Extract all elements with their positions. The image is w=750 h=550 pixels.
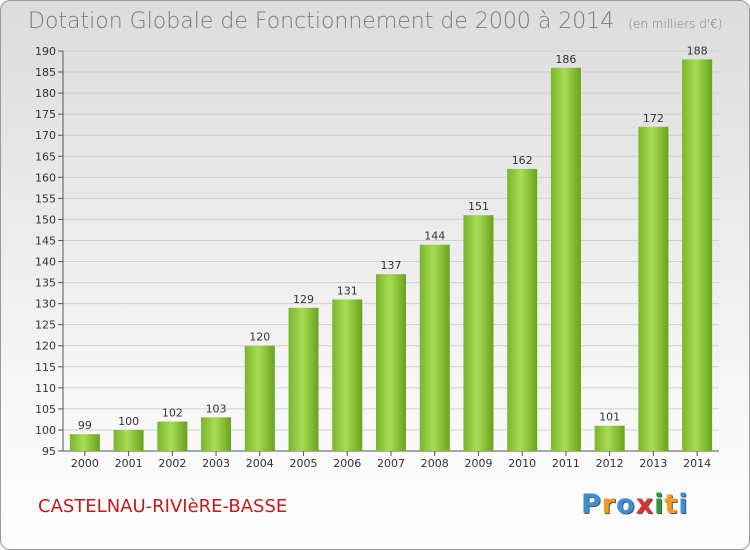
x-tick-label: 2000 bbox=[71, 457, 99, 470]
y-tick-label: 160 bbox=[35, 171, 56, 184]
y-tick-label: 150 bbox=[35, 213, 56, 226]
x-tick-label: 2014 bbox=[683, 457, 711, 470]
chart-title-text: Dotation Globale de Fonctionnement de 20… bbox=[28, 9, 615, 34]
y-tick-label: 140 bbox=[35, 256, 56, 269]
y-tick-label: 155 bbox=[35, 192, 56, 205]
x-tick-label: 2003 bbox=[202, 457, 230, 470]
logo-letter: t bbox=[664, 489, 679, 520]
bar bbox=[419, 244, 450, 451]
bar bbox=[288, 307, 319, 451]
y-tick-label: 105 bbox=[35, 403, 56, 416]
bar bbox=[157, 421, 188, 451]
x-tick-label: 2004 bbox=[246, 457, 274, 470]
bar bbox=[594, 425, 625, 451]
data-label: 103 bbox=[206, 402, 227, 415]
logo-letter: o bbox=[616, 489, 636, 520]
x-tick-label: 2010 bbox=[508, 457, 536, 470]
bar bbox=[550, 67, 581, 451]
data-label: 102 bbox=[162, 407, 183, 420]
y-tick-label: 185 bbox=[35, 66, 56, 79]
y-tick-label: 110 bbox=[35, 382, 56, 395]
bar bbox=[507, 168, 538, 452]
data-label: 144 bbox=[424, 230, 445, 243]
commune-name: CASTELNAU-RIVIèRE-BASSE bbox=[38, 496, 288, 517]
x-tick-label: 2001 bbox=[115, 457, 143, 470]
data-label: 100 bbox=[118, 415, 139, 428]
x-tick-label: 2013 bbox=[639, 457, 667, 470]
data-label: 120 bbox=[249, 331, 270, 344]
x-tick-label: 2005 bbox=[290, 457, 318, 470]
chart-title: Dotation Globale de Fonctionnement de 20… bbox=[28, 9, 722, 34]
bar bbox=[332, 299, 363, 451]
y-tick-label: 190 bbox=[35, 45, 56, 58]
data-label: 151 bbox=[468, 200, 489, 213]
axes: 95 100 105 110 115 120 125 130 135 140 145 150 155 16… bbox=[35, 45, 719, 470]
chart-subtitle: (en milliers d'€) bbox=[628, 17, 723, 31]
y-tick-label: 130 bbox=[35, 298, 56, 311]
y-tick-label: 115 bbox=[35, 361, 56, 374]
data-label: 99 bbox=[78, 419, 92, 432]
x-tick-label: 2007 bbox=[377, 457, 405, 470]
data-label: 172 bbox=[643, 112, 664, 125]
data-label: 129 bbox=[293, 293, 314, 306]
y-tick-label: 120 bbox=[35, 340, 56, 353]
x-tick-label: 2008 bbox=[421, 457, 449, 470]
y-tick-label: 180 bbox=[35, 87, 56, 100]
proxiti-logo: Proxiti bbox=[581, 489, 689, 520]
logo-letter: i bbox=[654, 489, 665, 520]
y-tick-label: 170 bbox=[35, 129, 56, 142]
bar bbox=[69, 434, 100, 451]
x-tick-label: 2009 bbox=[464, 457, 492, 470]
data-label: 188 bbox=[687, 44, 708, 57]
y-tick-label: 175 bbox=[35, 108, 56, 121]
bar bbox=[244, 345, 275, 451]
y-tick-label: 100 bbox=[35, 424, 56, 437]
x-tick-label: 2012 bbox=[596, 457, 624, 470]
bar bbox=[463, 215, 494, 451]
bar bbox=[638, 126, 669, 451]
data-label: 186 bbox=[555, 53, 576, 66]
x-tick-label: 2006 bbox=[333, 457, 361, 470]
y-tick-label: 165 bbox=[35, 150, 56, 163]
y-tick-label: 145 bbox=[35, 234, 56, 247]
logo-letter: x bbox=[635, 489, 655, 520]
labels: 99 100 102 103 120 129 131 137 144 151 162 186 101 17… bbox=[78, 44, 708, 432]
bar bbox=[201, 417, 232, 451]
bar bbox=[682, 59, 713, 451]
logo-letter: P bbox=[581, 489, 602, 520]
logo-letter: i bbox=[678, 489, 689, 520]
y-tick-label: 135 bbox=[35, 277, 56, 290]
data-label: 137 bbox=[381, 259, 402, 272]
y-tick-label: 95 bbox=[42, 445, 56, 458]
logo-letter: r bbox=[601, 489, 617, 520]
bar bbox=[376, 274, 406, 451]
bars bbox=[69, 59, 713, 452]
data-label: 101 bbox=[599, 411, 620, 424]
x-tick-label: 2002 bbox=[158, 457, 186, 470]
bar bbox=[113, 429, 144, 451]
x-tick-label: 2011 bbox=[552, 457, 580, 470]
y-tick-label: 125 bbox=[35, 319, 56, 332]
data-label: 162 bbox=[512, 154, 533, 167]
data-label: 131 bbox=[337, 284, 358, 297]
